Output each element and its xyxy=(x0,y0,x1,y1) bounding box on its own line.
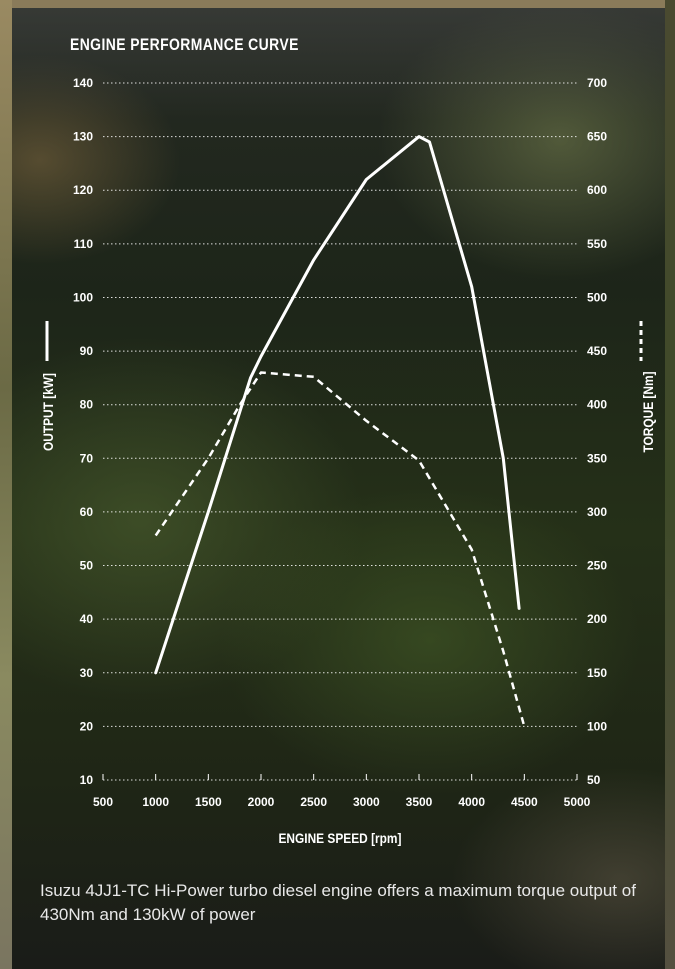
x-tick-label: 500 xyxy=(93,795,113,809)
x-tick-label: 1500 xyxy=(195,795,222,809)
y-axis-left-title: OUTPUT [kW] xyxy=(40,373,56,452)
y-left-tick-label: 110 xyxy=(74,237,94,251)
x-tick-label: 2500 xyxy=(300,795,327,809)
x-axis-title: ENGINE SPEED [rpm] xyxy=(278,830,402,846)
x-tick-label: 4500 xyxy=(511,795,538,809)
series-group xyxy=(154,135,526,727)
y-left-tick-label: 50 xyxy=(80,559,94,573)
y-left-tick-label: 120 xyxy=(73,183,93,197)
y-left-tick-label: 140 xyxy=(73,76,93,90)
gridlines xyxy=(103,82,577,781)
y-right-tick-label: 300 xyxy=(587,505,607,519)
y-left-tick-label: 130 xyxy=(73,130,93,144)
x-tick-label: 3000 xyxy=(353,795,380,809)
series-line-output xyxy=(154,135,521,675)
y-axis-right-title: TORQUE [Nm] xyxy=(640,371,656,453)
series-line-torque xyxy=(154,371,526,727)
y-left-tick-label: 70 xyxy=(80,451,94,465)
y-left-tick-label: 100 xyxy=(73,290,93,304)
y-left-tick-label: 20 xyxy=(80,719,94,733)
y-right-tick-label: 650 xyxy=(587,130,607,144)
photo-frame-top xyxy=(0,0,675,8)
y-right-tick-label: 150 xyxy=(587,666,607,680)
legend-markers xyxy=(45,321,643,361)
y-left-tick-label: 80 xyxy=(80,398,94,412)
y-right-tick-label: 250 xyxy=(587,559,607,573)
x-axis: 500 1000 1500 2000 2500 3000 3500 4000 4500 5000 xyxy=(93,774,591,809)
y-right-tick-label: 500 xyxy=(587,290,607,304)
y-right-tick-label: 400 xyxy=(587,398,607,412)
y-right-tick-label: 700 xyxy=(587,76,607,90)
y-right-tick-label: 200 xyxy=(587,612,607,626)
chart-title: ENGINE PERFORMANCE CURVE xyxy=(70,35,299,54)
x-tick-label: 3500 xyxy=(406,795,433,809)
caption-text: Isuzu 4JJ1-TC Hi-Power turbo diesel engi… xyxy=(40,881,636,924)
photo-frame-left xyxy=(0,0,12,969)
y-right-tick-label: 600 xyxy=(587,183,607,197)
y-left-tick-label: 30 xyxy=(80,666,94,680)
y-axis-left: 10 20 30 40 50 60 70 80 90 100 110 120 130 140 xyxy=(73,76,93,787)
photo-frame-right xyxy=(665,0,675,969)
y-left-tick-label: 40 xyxy=(80,612,94,626)
y-left-tick-label: 90 xyxy=(80,344,94,358)
x-tick-label: 4000 xyxy=(458,795,485,809)
background-sky-shade xyxy=(0,0,675,120)
y-left-tick-label: 10 xyxy=(80,773,94,787)
x-tick-label: 2000 xyxy=(248,795,275,809)
x-tick-label: 5000 xyxy=(564,795,591,809)
x-tick-label: 1000 xyxy=(142,795,169,809)
y-axis-right: 50 100 150 200 250 300 350 400 450 500 550 600 650 70… xyxy=(587,76,607,787)
y-right-tick-label: 450 xyxy=(587,344,607,358)
y-right-tick-label: 550 xyxy=(587,237,607,251)
y-right-tick-label: 50 xyxy=(587,773,601,787)
y-left-tick-label: 60 xyxy=(80,505,94,519)
y-right-tick-label: 100 xyxy=(587,719,607,733)
y-right-tick-label: 350 xyxy=(587,451,607,465)
